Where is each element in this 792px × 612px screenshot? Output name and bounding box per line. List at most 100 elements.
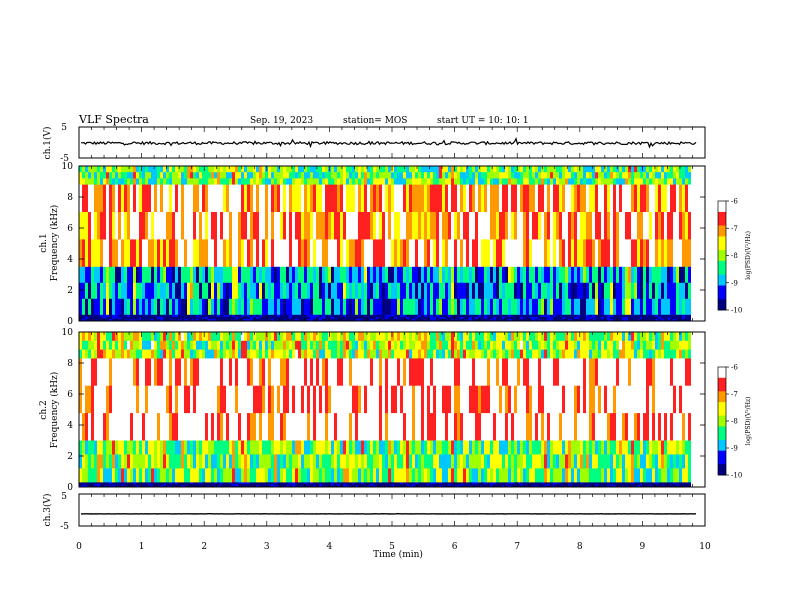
ch2-spectrogram-cell bbox=[124, 440, 127, 455]
ch1-spectrogram-cell bbox=[673, 212, 676, 240]
ch1-spectrogram-cell bbox=[538, 282, 541, 300]
ch2-spectrogram-cell bbox=[265, 413, 268, 441]
ch2-spectrogram-cell bbox=[454, 349, 457, 359]
ch2-spectrogram-cell bbox=[622, 483, 625, 486]
ch1-spectrogram-cell bbox=[619, 266, 622, 284]
ch2-spectrogram-cell bbox=[313, 483, 316, 486]
ch1-spectrogram-cell bbox=[112, 318, 115, 322]
ch2-spectrogram-cell bbox=[124, 485, 127, 488]
ch1-spectrogram-cell bbox=[277, 298, 280, 316]
ch2-spectrogram-cell bbox=[304, 482, 307, 485]
ch2-spectrogram-cell bbox=[640, 349, 643, 359]
ch2-spectrogram-cell bbox=[490, 483, 493, 486]
ch2-spectrogram-cell bbox=[373, 483, 376, 486]
ch1-spectrogram-cell bbox=[571, 318, 574, 322]
ch2-spectrogram-cell bbox=[259, 482, 262, 485]
ch2-spectrogram-cell bbox=[124, 332, 127, 342]
ch2-spectrogram-cell bbox=[640, 454, 643, 469]
ch2-spectrogram-cell bbox=[175, 468, 178, 483]
ch1-spectrogram-cell bbox=[91, 178, 94, 185]
ch1-spectrogram-cell bbox=[148, 178, 151, 185]
ch1-spectrogram-cell bbox=[127, 318, 130, 322]
ch1-spectrogram-cell bbox=[154, 314, 157, 318]
ch2-spectrogram-cell bbox=[466, 349, 469, 359]
ch1-spectrogram-cell bbox=[355, 316, 358, 320]
ch1-spectrogram-cell bbox=[526, 298, 529, 316]
ch2-spectrogram-cell bbox=[157, 454, 160, 469]
ch2-spectrogram-cell bbox=[256, 485, 259, 488]
ch2-spectrogram-cell bbox=[352, 454, 355, 469]
ch1-spectrogram-cell bbox=[505, 298, 508, 316]
ch2-spectrogram-cell bbox=[175, 482, 178, 485]
ch2-spectrogram-cell bbox=[148, 440, 151, 455]
ch2-spectrogram-cell bbox=[190, 340, 193, 350]
ch2-spectrogram-cell bbox=[586, 482, 589, 485]
ch1-spectrogram-cell bbox=[337, 266, 340, 284]
ch1-spectrogram-cell bbox=[349, 178, 352, 185]
ch2-spectrogram-cell bbox=[280, 440, 283, 455]
ch1-spectrogram-cell bbox=[247, 314, 250, 318]
ch1-spectrogram-cell bbox=[115, 184, 118, 213]
ch1-spectrogram-cell bbox=[373, 184, 376, 213]
ch2-spectrogram-cell bbox=[463, 332, 466, 342]
ch1-spectrogram-cell bbox=[442, 178, 445, 185]
ch2-spectrogram-cell bbox=[409, 485, 412, 488]
ch1-spectrogram-cell bbox=[592, 282, 595, 300]
ch1-spectrogram-cell bbox=[547, 316, 550, 320]
ch2-spectrogram-cell bbox=[640, 332, 643, 342]
ch2-spectrogram-cell bbox=[406, 358, 409, 387]
ch1-spectrogram-cell bbox=[385, 239, 388, 268]
ch1-spectrogram-cell bbox=[190, 166, 193, 173]
ch1-spectrogram-cell bbox=[661, 172, 664, 179]
ch1-spectrogram-cell bbox=[199, 212, 202, 240]
ch1-spectrogram-cell bbox=[535, 239, 538, 268]
ch1-spectrogram-cell bbox=[307, 239, 310, 268]
ch2-spectrogram-cell bbox=[337, 413, 340, 441]
ch1-spectrogram-cell bbox=[145, 282, 148, 300]
ch1-spectrogram-cell bbox=[625, 178, 628, 185]
ch1-spectrogram-cell bbox=[130, 212, 133, 240]
ch1-spectrogram-cell bbox=[439, 318, 442, 322]
ch1-spectrogram-cell bbox=[325, 172, 328, 179]
ch1-spectrogram-cell bbox=[319, 239, 322, 268]
ch1-spectrogram-cell bbox=[175, 166, 178, 173]
ch2-spectrogram-cell bbox=[643, 385, 646, 414]
ch1-spectrogram-cell bbox=[148, 166, 151, 173]
ch1-spectrogram-cell bbox=[664, 239, 667, 268]
ch2-spectrogram-cell bbox=[532, 340, 535, 350]
ch2-spectrogram-cell bbox=[91, 482, 94, 485]
ch2-spectrogram-cell bbox=[349, 340, 352, 350]
ch1-spectrogram-cell bbox=[601, 172, 604, 179]
ch1-spectrogram-cell bbox=[253, 212, 256, 240]
ch2-spectrogram-cell bbox=[529, 483, 532, 486]
ch1-spectrogram-cell bbox=[445, 282, 448, 300]
ch1-spectrogram-cell bbox=[655, 178, 658, 185]
ch2-spectrogram-cell bbox=[289, 413, 292, 441]
ch2-spectrogram-cell bbox=[241, 385, 244, 414]
ch2-spectrogram-cell bbox=[82, 413, 85, 441]
ch1-spectrogram-cell bbox=[625, 266, 628, 284]
ch2-spectrogram-cell bbox=[376, 485, 379, 488]
ch1-frequency-label: Frequency (kHz) bbox=[49, 205, 60, 282]
ch1-spectrogram-cell bbox=[577, 166, 580, 173]
ch1-spectrogram-cell bbox=[106, 239, 109, 268]
ch2-spectrogram-cell bbox=[151, 413, 154, 441]
ch2-spectrogram-cell bbox=[565, 340, 568, 350]
ch1-spectrogram-cell bbox=[334, 212, 337, 240]
ch1-spectrogram-cell bbox=[454, 266, 457, 284]
ch1-spectrogram-cell bbox=[226, 298, 229, 316]
ch1-spectrogram-cell bbox=[169, 172, 172, 179]
ch2-spectrogram-cell bbox=[202, 454, 205, 469]
ch2-spectrogram-cell bbox=[316, 358, 319, 387]
ch1-spectrogram-cell bbox=[397, 298, 400, 316]
ch2-spectrogram-cell bbox=[562, 340, 565, 350]
ch2-spectrogram-cell bbox=[595, 483, 598, 486]
ch1-spectrogram-cell bbox=[115, 298, 118, 316]
ch1-spectrogram-cell bbox=[304, 282, 307, 300]
ch1-spectrogram-cell bbox=[94, 314, 97, 318]
ch2-spectrogram-cell bbox=[484, 440, 487, 455]
ch1-spectrogram-cell bbox=[151, 318, 154, 322]
ch2-spectrogram-cell bbox=[223, 385, 226, 414]
ch1-spectrogram-cell bbox=[577, 212, 580, 240]
ch1-spectrogram-cell bbox=[229, 266, 232, 284]
